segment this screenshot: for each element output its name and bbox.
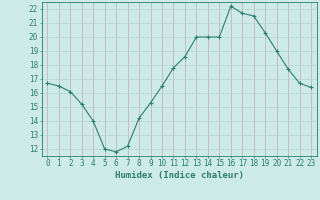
X-axis label: Humidex (Indice chaleur): Humidex (Indice chaleur) [115,171,244,180]
